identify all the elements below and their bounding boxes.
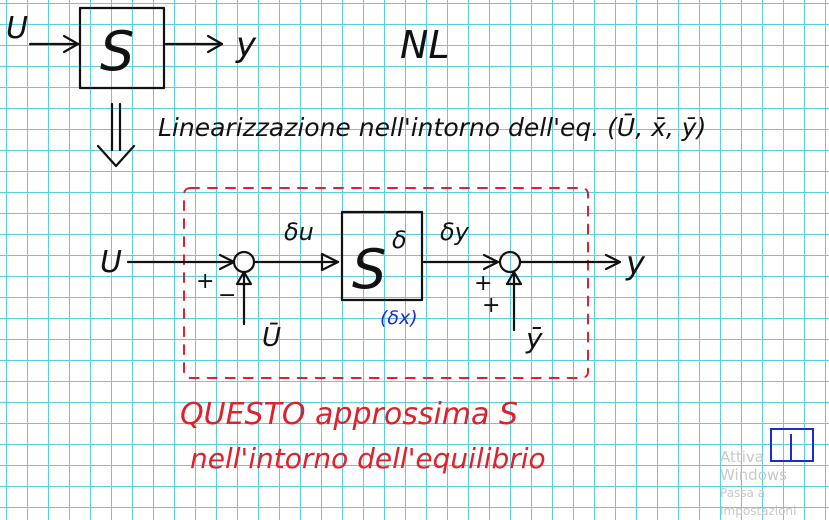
- sum2-plus-bottom: +: [482, 293, 500, 318]
- top-output-arrowhead: [206, 34, 224, 54]
- sum1-minus: −: [218, 283, 236, 308]
- lin-output-arrowhead: [604, 253, 622, 271]
- nonlinear-label: NL: [400, 23, 450, 67]
- top-input-arrowhead: [62, 34, 80, 54]
- state-label: (δx): [380, 307, 418, 329]
- lin-input-label: U: [100, 245, 122, 280]
- lin-block-superscript: δ: [392, 226, 407, 254]
- top-output-label: y: [235, 25, 257, 65]
- implies-double-line: [110, 102, 122, 152]
- pen-tool-icon[interactable]: [770, 428, 814, 462]
- u-bar-label: Ū: [262, 322, 281, 353]
- whiteboard-canvas: U S y NL Linearizzazione nell'intorno de…: [6, 6, 706, 475]
- delta-y-label: δy: [440, 218, 470, 246]
- lin-block-label: S: [352, 238, 386, 301]
- y-bar-feed-arrowhead: [505, 270, 523, 286]
- u-bar-feed-arrowhead: [235, 270, 253, 286]
- red-note-line1: QUESTO approssima S: [180, 397, 518, 432]
- linearization-note: Linearizzazione nell'intorno dell'eq. (Ū…: [158, 113, 706, 142]
- summing-junction-1: [232, 250, 256, 274]
- watermark-line1: Attiva Windows: [720, 448, 787, 484]
- sum2-plus-top: +: [474, 271, 492, 296]
- linear-system-block: [340, 210, 424, 302]
- windows-activation-watermark: Attiva Windows Passa a Impostazioni: [720, 448, 829, 520]
- top-block-label: S: [100, 20, 134, 83]
- sum1-plus: +: [196, 269, 214, 294]
- top-system-block: [78, 6, 166, 90]
- implies-arrowhead: [96, 144, 136, 168]
- delta-u-label: δu: [284, 218, 314, 246]
- delta-y-arrowhead: [482, 253, 500, 271]
- top-input-label: U: [6, 11, 28, 46]
- linearized-region-border: [183, 187, 589, 379]
- lin-output-label: y: [625, 244, 646, 282]
- delta-u-arrowhead: [320, 252, 340, 272]
- watermark-line2: Passa a Impostazioni: [720, 486, 797, 518]
- y-bar-label: ȳ: [525, 322, 543, 355]
- red-note-line2: nell'intorno dell'equilibrio: [190, 442, 546, 475]
- summing-junction-2: [498, 250, 522, 274]
